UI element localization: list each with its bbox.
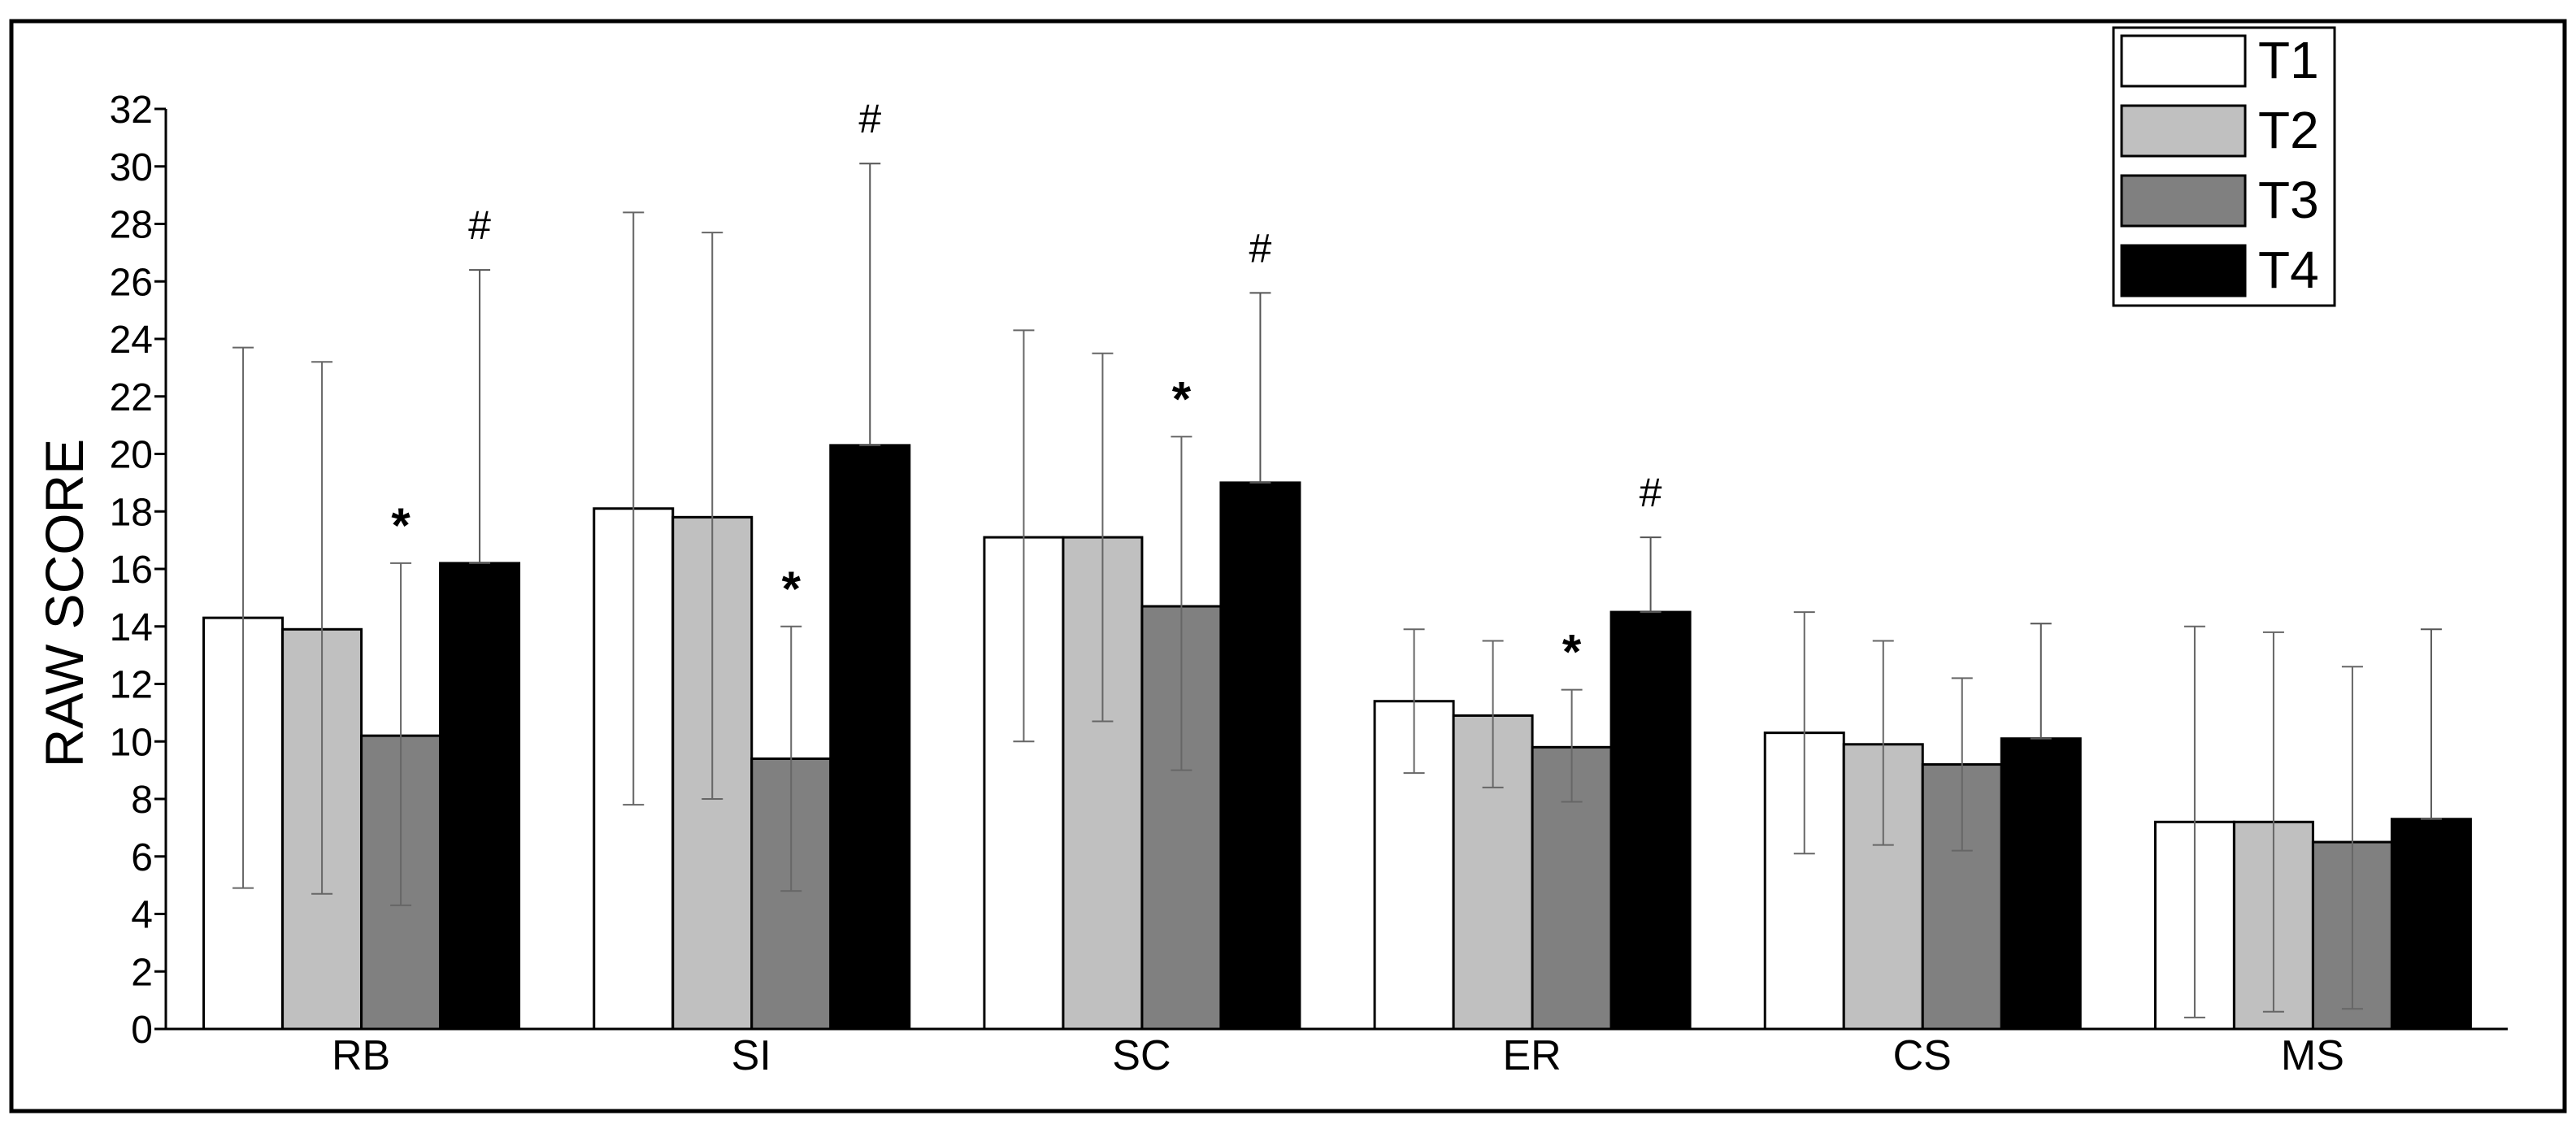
error-bar-si-t1 xyxy=(623,211,645,806)
x-tick-label-si: SI xyxy=(732,1032,771,1079)
y-tick-label: 18 xyxy=(110,491,153,534)
legend-label-t3: T3 xyxy=(2258,171,2319,229)
y-tick-label: 28 xyxy=(110,204,153,247)
error-bar-cs-t4 xyxy=(2030,623,2052,740)
y-tick-label: 14 xyxy=(110,606,153,649)
annotation-rb-t4: # xyxy=(468,202,491,248)
error-bar-sc-t1 xyxy=(1013,329,1035,743)
bar-cs-t4 xyxy=(2000,737,2082,1031)
annotation-si-t4: # xyxy=(858,96,881,141)
x-tick-label-er: ER xyxy=(1502,1032,1561,1079)
bar-si-t4 xyxy=(829,444,911,1031)
y-tick-label: 10 xyxy=(110,721,153,764)
legend-label-t2: T2 xyxy=(2258,101,2319,159)
annotation-sc-t4: # xyxy=(1249,225,1272,271)
y-tick-label: 6 xyxy=(131,836,153,879)
error-bar-sc-t2 xyxy=(1092,352,1114,723)
annotation-sc-t3: * xyxy=(1172,371,1192,426)
error-bar-cs-t1 xyxy=(1793,611,1815,855)
error-bar-si-t2 xyxy=(702,232,723,800)
bar-er-t4 xyxy=(1609,610,1692,1031)
y-tick-label: 16 xyxy=(110,549,153,592)
x-tick-label-cs: CS xyxy=(1893,1032,1952,1079)
error-bar-sc-t3 xyxy=(1171,436,1192,771)
error-bar-cs-t3 xyxy=(1951,677,1973,852)
bar-rb-t4 xyxy=(439,562,521,1031)
legend: T1 T2 T3 T4 xyxy=(2112,26,2336,307)
error-bar-er-t4 xyxy=(1640,536,1662,614)
error-bar-ms-t1 xyxy=(2183,625,2205,1018)
annotation-er-t3: * xyxy=(1562,625,1582,679)
y-tick-label: 2 xyxy=(131,951,153,994)
legend-swatch-t4 xyxy=(2120,244,2247,297)
legend-label-t1: T1 xyxy=(2258,31,2319,89)
y-axis-label: RAW SCORE xyxy=(34,439,94,768)
error-bar-er-t1 xyxy=(1403,628,1425,775)
y-tick-label: 12 xyxy=(110,664,153,707)
y-tick-label: 30 xyxy=(110,146,153,189)
error-bar-er-t3 xyxy=(1561,688,1583,803)
legend-label-t4: T4 xyxy=(2258,241,2319,299)
error-bar-si-t4 xyxy=(859,163,881,446)
y-tick-label: 20 xyxy=(110,434,153,477)
y-tick-label: 32 xyxy=(110,89,153,132)
y-tick-label: 0 xyxy=(131,1009,153,1052)
error-bar-sc-t4 xyxy=(1249,292,1271,484)
x-tick-label-ms: MS xyxy=(2281,1032,2344,1079)
annotation-si-t3: * xyxy=(782,562,801,616)
legend-swatch-t1 xyxy=(2120,34,2247,88)
bar-ms-t4 xyxy=(2390,818,2472,1031)
error-bar-er-t2 xyxy=(1482,640,1504,788)
error-bar-cs-t2 xyxy=(1872,640,1894,846)
legend-swatch-t2 xyxy=(2120,104,2247,158)
x-tick-label-sc: SC xyxy=(1112,1032,1171,1079)
error-bar-rb-t1 xyxy=(232,346,254,889)
error-bar-si-t3 xyxy=(780,625,802,892)
error-bar-rb-t3 xyxy=(390,562,412,906)
x-tick-label-rb: RB xyxy=(332,1032,390,1079)
error-bar-ms-t3 xyxy=(2341,666,2363,1010)
error-bar-rb-t2 xyxy=(311,361,333,895)
y-tick-label: 24 xyxy=(110,319,153,362)
error-bar-ms-t2 xyxy=(2262,631,2284,1013)
legend-swatch-t3 xyxy=(2120,174,2247,228)
error-bar-rb-t4 xyxy=(469,269,491,564)
y-tick-label: 8 xyxy=(131,779,153,822)
y-tick-label: 22 xyxy=(110,376,153,419)
y-tick-label: 4 xyxy=(131,894,153,937)
annotation-rb-t3: * xyxy=(391,498,411,553)
y-tick-label: 26 xyxy=(110,261,153,304)
annotation-er-t4: # xyxy=(1640,470,1662,515)
bar-er-t3 xyxy=(1531,745,1613,1031)
error-bar-ms-t4 xyxy=(2420,628,2442,820)
bar-sc-t4 xyxy=(1219,481,1301,1031)
